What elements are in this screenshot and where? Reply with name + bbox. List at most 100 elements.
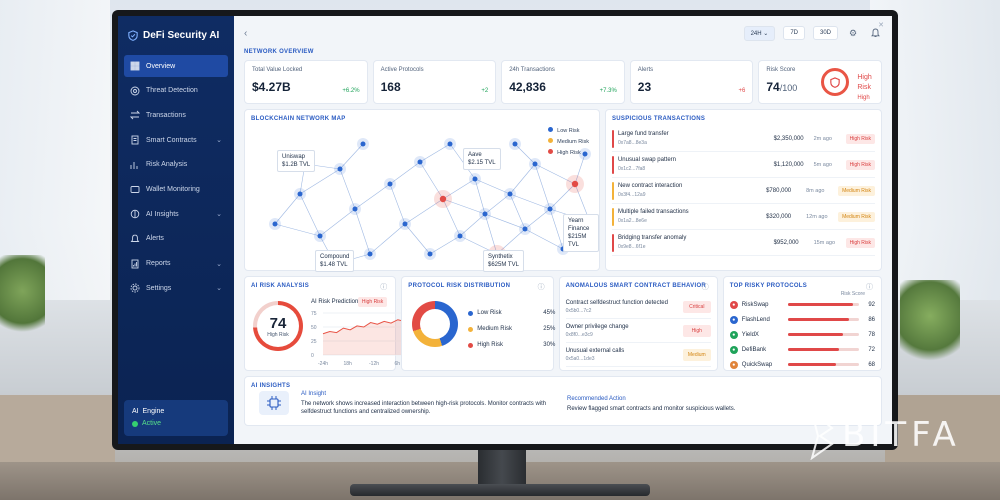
protocol-row[interactable]: ● YieldX 78 xyxy=(729,327,875,342)
node-label-uniswap[interactable]: Uniswap $1.2B TVL xyxy=(277,150,316,172)
brand[interactable]: DeFi Security AI xyxy=(124,24,228,55)
sidebar-item-overview[interactable]: Overview xyxy=(124,55,228,77)
network-node[interactable] xyxy=(337,166,343,172)
high-risk-node[interactable] xyxy=(439,195,447,203)
stat-card-tvl[interactable]: Total Value Locked $4.27B +6.2% xyxy=(244,60,368,104)
suspicious-title: SUSPICIOUS TRANSACTIONS xyxy=(611,116,706,122)
info-icon[interactable]: ⓘ xyxy=(380,284,388,291)
network-node[interactable] xyxy=(512,141,518,147)
network-edge xyxy=(509,193,551,210)
sidebar-item-settings[interactable]: Settings ⌄ xyxy=(124,277,228,299)
distribution-donut[interactable] xyxy=(412,301,459,347)
ai-engine-status: AI Engine Active xyxy=(124,400,228,436)
sidebar-item-label: Transactions xyxy=(146,111,186,119)
network-node[interactable] xyxy=(507,191,513,197)
sidebar-item-threat-detection[interactable]: Threat Detection xyxy=(124,80,228,102)
bell-icon[interactable] xyxy=(868,26,882,40)
network-edge xyxy=(419,143,451,163)
node-label-compound[interactable]: Compound $1.48 TVL xyxy=(315,250,355,272)
sidebar-item-smart-contracts[interactable]: Smart Contracts ⌄ xyxy=(124,129,228,151)
sidebar-item-reports[interactable]: Reports ⌄ xyxy=(124,253,228,275)
network-node[interactable] xyxy=(417,159,423,165)
wallet-icon xyxy=(130,184,140,194)
protocol-logo-icon: ● xyxy=(729,300,738,309)
stat-card-transactions[interactable]: 24h Transactions 42,836 +7.3% xyxy=(501,60,625,104)
network-node[interactable] xyxy=(317,233,323,239)
background-window-left xyxy=(0,0,110,300)
network-node[interactable] xyxy=(297,191,303,197)
network-node[interactable] xyxy=(272,221,278,227)
tx-time: 5m ago xyxy=(813,161,832,168)
back-chevron-icon[interactable]: ‹ xyxy=(244,27,248,39)
tx-time: 2m ago xyxy=(813,135,832,142)
anomaly-row[interactable]: Unusual external calls 0x5a0...1de3 Mediu… xyxy=(565,343,711,367)
shelf-right xyxy=(885,395,1000,465)
transaction-row[interactable]: Unusual swap pattern 0x1c2...7fa8 $1,120,… xyxy=(611,152,875,178)
network-node[interactable] xyxy=(547,206,553,212)
stat-card-protocols[interactable]: Active Protocols 168 +2 xyxy=(372,60,497,104)
network-node[interactable] xyxy=(447,141,453,147)
info-icon[interactable]: ⓘ xyxy=(701,284,709,291)
network-node[interactable] xyxy=(427,251,433,257)
sidebar-item-transactions[interactable]: Transactions xyxy=(124,104,228,126)
tx-risk-badge: Medium Risk xyxy=(838,211,875,222)
tx-time: 15m ago xyxy=(813,239,835,246)
range-24h-label: 24H xyxy=(750,30,762,37)
shield-icon xyxy=(128,30,138,41)
network-node[interactable] xyxy=(457,233,463,239)
transaction-row[interactable]: New contract interaction 0x3f4...12a9 $78… xyxy=(611,178,875,204)
protocol-risk-fill xyxy=(787,363,837,366)
network-node[interactable] xyxy=(482,211,488,217)
transaction-row[interactable]: Large fund transfer 0x7a8...8e3a $2,350,0… xyxy=(611,126,875,152)
recommended-action[interactable]: Recommended Action Review flagged smart … xyxy=(567,395,787,413)
range-24h[interactable]: 24H ⌄ xyxy=(743,25,776,41)
tx-risk-badge: Medium Risk xyxy=(838,185,875,196)
protocol-risk-bar xyxy=(787,348,859,351)
tx-title: Bridging transfer anomaly xyxy=(617,234,687,241)
range-7d[interactable]: 7D xyxy=(783,26,805,40)
info-icon[interactable]: ⓘ xyxy=(866,284,873,291)
anomaly-row[interactable]: Contract selfdestruct function detected 0… xyxy=(565,295,711,319)
network-map-panel[interactable]: BLOCKCHAIN NETWORK MAP Low Risk Medium R… xyxy=(244,109,600,272)
stat-value: 23 xyxy=(637,80,652,94)
gauge-label: High Risk xyxy=(267,331,289,338)
sidebar-item-wallet-monitoring[interactable]: Wallet Monitoring xyxy=(124,178,228,200)
close-icon[interactable]: ✕ xyxy=(878,22,884,29)
engine-title: Engine xyxy=(142,408,165,415)
dist-row-high: High Risk 30% xyxy=(468,337,555,353)
sidebar: DeFi Security AI Overview Threat Detecti… xyxy=(118,16,234,444)
transaction-row[interactable]: Multiple failed transactions 0x1a2...8e6e… xyxy=(611,204,875,230)
protocol-row[interactable]: ● RiskSwap 92 xyxy=(729,297,875,312)
protocol-score: 72 xyxy=(868,346,875,353)
sidebar-item-risk-analysis[interactable]: Risk Analysis xyxy=(124,154,228,176)
high-risk-node[interactable] xyxy=(571,180,579,188)
network-node[interactable] xyxy=(472,176,478,182)
network-node[interactable] xyxy=(367,251,373,257)
node-label-yearn[interactable]: Yearn Finance $215M TVL xyxy=(563,214,599,252)
network-node[interactable] xyxy=(532,161,538,167)
network-node[interactable] xyxy=(522,226,528,232)
engine-status-text: Active xyxy=(142,420,162,427)
transaction-row[interactable]: Bridging transfer anomaly 0x9e8...6f1e $9… xyxy=(611,230,875,256)
range-30d[interactable]: 30D xyxy=(812,26,838,40)
sidebar-item-alerts[interactable]: Alerts xyxy=(124,228,228,250)
node-label-aave[interactable]: Aave $2.15 TVL xyxy=(463,148,501,170)
stat-card-risk-score[interactable]: Risk Score 74/100 High Risk High xyxy=(758,60,882,104)
network-edge xyxy=(274,223,321,237)
protocol-row[interactable]: ● QuickSwap 68 xyxy=(729,357,875,372)
info-icon[interactable]: ⓘ xyxy=(537,284,545,291)
protocol-row[interactable]: ● DefiBank 72 xyxy=(729,342,875,357)
network-node[interactable] xyxy=(402,221,408,227)
protocol-row[interactable]: ● FlashLend 86 xyxy=(729,312,875,327)
network-node[interactable] xyxy=(360,141,366,147)
network-node[interactable] xyxy=(582,151,588,157)
stat-card-alerts[interactable]: Alerts 23 +6 xyxy=(629,60,754,104)
sidebar-item-ai-insights[interactable]: AI Insights ⌄ xyxy=(124,203,228,225)
risk-status-sub: High xyxy=(857,95,870,101)
settings-gear-icon[interactable]: ⚙ xyxy=(848,27,858,38)
anomaly-row[interactable]: Owner privilege change 0x8f0...e3c9 High xyxy=(565,319,711,343)
network-node[interactable] xyxy=(352,206,358,212)
anomaly-text: Unusual external calls 0x5a0...1de3 xyxy=(566,347,625,363)
node-label-synthetix[interactable]: Synthetix $625M TVL xyxy=(483,250,524,272)
network-node[interactable] xyxy=(387,181,393,187)
